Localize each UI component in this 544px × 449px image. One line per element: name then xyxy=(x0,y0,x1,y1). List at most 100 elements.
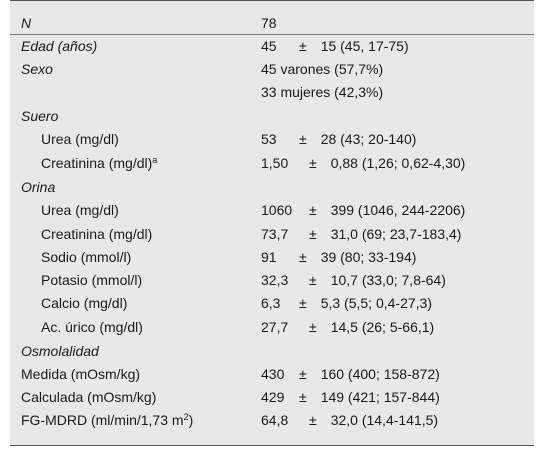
mean-value: 73,7 xyxy=(261,226,289,242)
row-value: 45 varones (57,7%) xyxy=(261,61,383,77)
row-label-text: Urea (mg/dl) xyxy=(41,131,119,147)
row-value: 1,50 ±0,88 (1,26; 0,62-4,30) xyxy=(261,155,465,171)
sd-range-value: 149 (421; 157-844) xyxy=(320,389,440,405)
mean-value: 6,3 xyxy=(261,295,281,311)
table-row: Osmolalidad xyxy=(10,339,534,362)
mean-value: 430 xyxy=(261,366,285,382)
mean-value: 32,3 xyxy=(261,272,289,288)
plus-minus-sign: ± xyxy=(309,202,317,218)
table-row: Creatinina (mg/dl)a 1,50 ±0,88 (1,26; 0,62… xyxy=(10,151,534,174)
mean-value: 429 xyxy=(261,389,285,405)
row-label: N xyxy=(21,15,31,31)
mean-value: 91 xyxy=(261,249,277,265)
row-label: FG-MDRD (ml/min/1,73 m2) xyxy=(21,412,193,428)
sd-range-value: 14,5 (26; 5-66,1) xyxy=(330,319,435,335)
row-label: Urea (mg/dl) xyxy=(41,131,119,147)
table-row: Medida (mOsm/kg) 430 ±160 (400; 158-872) xyxy=(10,362,534,385)
row-label-text: FG-MDRD (ml/min/1,73 m xyxy=(21,412,184,428)
table-row: Sexo 45 varones (57,7%) xyxy=(10,57,534,80)
row-label-text: Osmolalidad xyxy=(21,343,99,359)
table-row: Calculada (mOsm/kg) 429 ±149 (421; 157-844… xyxy=(10,385,534,408)
row-value: 73,7 ±31,0 (69; 23,7-183,4) xyxy=(261,226,461,242)
row-label: Creatinina (mg/dl) xyxy=(41,226,152,242)
row-value: 1060 ±399 (1046, 244-2206) xyxy=(261,202,465,218)
row-label-text: Sexo xyxy=(21,61,53,77)
row-label: Potasio (mmol/l) xyxy=(41,272,142,288)
row-label-text: Calculada (mOsm/kg) xyxy=(21,389,157,405)
footnote-marker: a xyxy=(152,155,158,165)
row-value: 429 ±149 (421; 157-844) xyxy=(261,389,440,405)
row-value: 430 ±160 (400; 158-872) xyxy=(261,366,440,382)
sd-range-value: 31,0 (69; 23,7-183,4) xyxy=(330,226,462,242)
plus-minus-sign: ± xyxy=(309,412,317,428)
plus-minus-sign: ± xyxy=(309,226,317,242)
row-label-text: N xyxy=(21,15,32,31)
row-value: 53 ±28 (43; 20-140) xyxy=(261,131,416,147)
cell-text: 78 xyxy=(261,15,277,31)
table-row: Orina xyxy=(10,175,534,198)
row-label: Osmolalidad xyxy=(21,343,99,359)
mean-value: 53 xyxy=(261,131,277,147)
data-table: N 78 Edad (años) 45 ±15 (45, 17-75) Sexo 45 va… xyxy=(10,0,534,446)
table-row: FG-MDRD (ml/min/1,73 m2) 64,8 ±32,0 (14,4-… xyxy=(10,408,534,431)
row-label-text: Potasio (mmol/l) xyxy=(41,272,143,288)
sd-range-value: 5,3 (5,5; 0,4-27,3) xyxy=(320,295,432,311)
header-separator xyxy=(10,34,534,35)
row-label-text: Sodio (mmol/l) xyxy=(41,249,132,265)
mean-value: 64,8 xyxy=(261,412,289,428)
row-label: Calcio (mg/dl) xyxy=(41,295,127,311)
row-value: 33 mujeres (42,3%) xyxy=(261,84,383,100)
row-value: 78 xyxy=(261,15,277,31)
row-label: Creatinina (mg/dl)a xyxy=(41,155,157,171)
row-value: 64,8 ±32,0 (14,4-141,5) xyxy=(261,412,438,428)
plus-minus-sign: ± xyxy=(309,319,317,335)
row-value: 32,3 ±10,7 (33,0; 7,8-64) xyxy=(261,272,446,288)
mean-value: 45 xyxy=(261,38,277,54)
row-label: Urea (mg/dl) xyxy=(41,202,119,218)
row-label-text: Calcio (mg/dl) xyxy=(41,295,128,311)
table-row: 33 mujeres (42,3%) xyxy=(10,80,534,103)
plus-minus-sign: ± xyxy=(309,272,317,288)
plus-minus-sign: ± xyxy=(299,38,307,54)
sd-range-value: 32,0 (14,4-141,5) xyxy=(330,412,439,428)
row-value: 6,3 ±5,3 (5,5; 0,4-27,3) xyxy=(261,295,432,311)
plus-minus-sign: ± xyxy=(299,366,307,382)
table-row: Suero xyxy=(10,104,534,127)
plus-minus-sign: ± xyxy=(299,249,307,265)
sd-range-value: 28 (43; 20-140) xyxy=(320,131,417,147)
mean-value: 1,50 xyxy=(261,155,289,171)
row-label: Sodio (mmol/l) xyxy=(41,249,131,265)
plus-minus-sign: ± xyxy=(309,155,317,171)
sd-range-value: 10,7 (33,0; 7,8-64) xyxy=(330,272,446,288)
table-row: Urea (mg/dl) 53 ±28 (43; 20-140) xyxy=(10,127,534,150)
sd-range-value: 39 (80; 33-194) xyxy=(320,249,417,265)
sd-range-value: 160 (400; 158-872) xyxy=(320,366,440,382)
mean-value: 27,7 xyxy=(261,319,289,335)
plus-minus-sign: ± xyxy=(299,389,307,405)
row-label: Calculada (mOsm/kg) xyxy=(21,389,156,405)
cell-text: 33 mujeres (42,3%) xyxy=(261,84,384,100)
table-row: Potasio (mmol/l) 32,3 ±10,7 (33,0; 7,8-64) xyxy=(10,268,534,291)
table-row: Calcio (mg/dl) 6,3 ±5,3 (5,5; 0,4-27,3) xyxy=(10,291,534,314)
table-row: Ac. úrico (mg/dl) 27,7 ±14,5 (26; 5-66,1) xyxy=(10,315,534,338)
row-label-text: Urea (mg/dl) xyxy=(41,202,119,218)
mean-value: 1060 xyxy=(261,202,293,218)
row-label-text: Suero xyxy=(21,108,59,124)
row-label-text: Edad (años) xyxy=(21,38,98,54)
table-row: Sodio (mmol/l) 91 ±39 (80; 33-194) xyxy=(10,245,534,268)
plus-minus-sign: ± xyxy=(299,295,307,311)
row-label: Edad (años) xyxy=(21,38,97,54)
row-label-text: Creatinina (mg/dl) xyxy=(41,226,153,242)
sd-range-value: 399 (1046, 244-2206) xyxy=(330,202,466,218)
row-label: Suero xyxy=(21,108,58,124)
row-label-text: Creatinina (mg/dl) xyxy=(41,155,153,171)
row-label: Sexo xyxy=(21,61,53,77)
sd-range-value: 0,88 (1,26; 0,62-4,30) xyxy=(330,155,466,171)
footnote-marker: 2 xyxy=(183,412,189,422)
row-label: Medida (mOsm/kg) xyxy=(21,366,140,382)
row-value: 27,7 ±14,5 (26; 5-66,1) xyxy=(261,319,434,335)
table-row: Edad (años) 45 ±15 (45, 17-75) xyxy=(10,34,534,57)
row-label: Ac. úrico (mg/dl) xyxy=(41,319,143,335)
row-value: 45 ±15 (45, 17-75) xyxy=(261,38,409,54)
row-label-suffix: ) xyxy=(188,412,194,428)
